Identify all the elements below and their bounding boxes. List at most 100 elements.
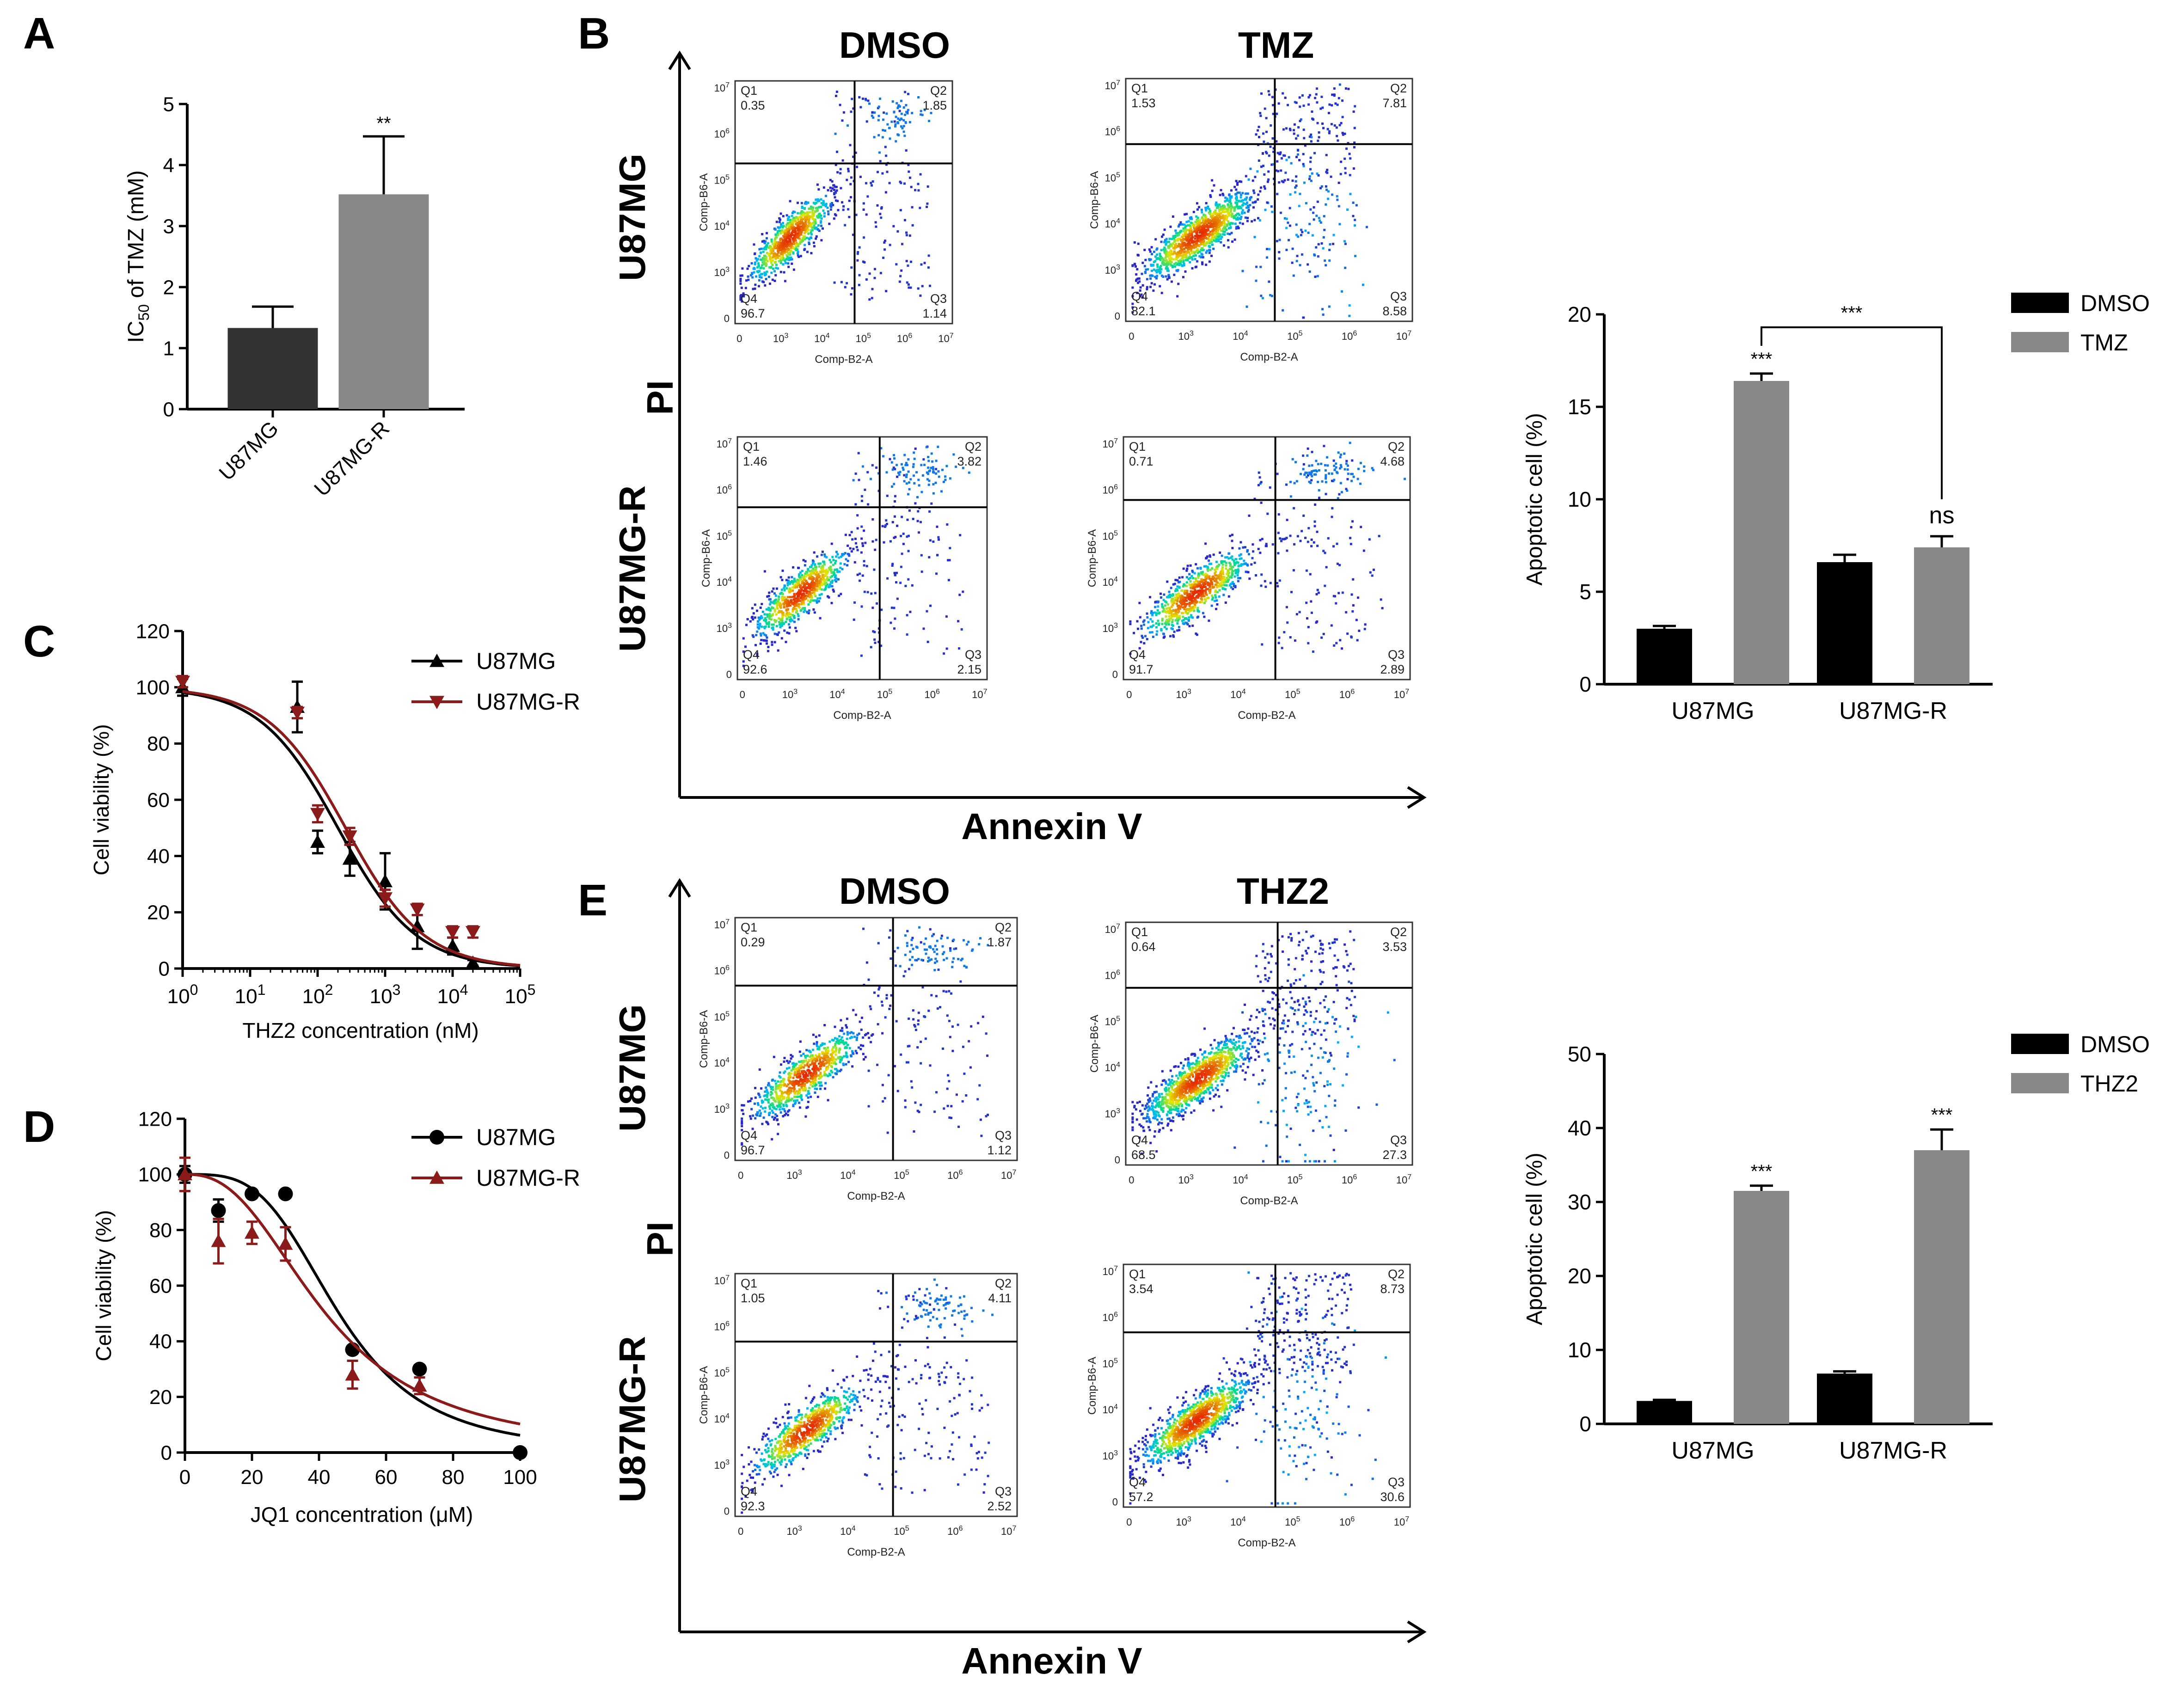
flow-event	[1172, 242, 1174, 245]
flow-event	[797, 212, 799, 215]
flow-event	[761, 616, 763, 619]
flow-event	[770, 249, 773, 251]
flow-event	[1225, 564, 1227, 567]
flow-event	[1225, 562, 1227, 564]
flow-event	[948, 559, 951, 562]
flow-event	[1183, 599, 1186, 601]
flow-event	[1181, 603, 1183, 606]
flow-event	[1212, 214, 1214, 217]
flow-event	[739, 298, 742, 301]
flow-event	[844, 533, 847, 536]
flow-event	[1185, 592, 1188, 594]
flow-event	[1176, 254, 1179, 257]
y-axis-title: Apoptotic cell (%)	[1522, 413, 1547, 585]
quadrant-value-q4: 96.7	[741, 307, 765, 320]
flow-event	[786, 611, 789, 614]
flow-event	[816, 584, 819, 587]
flow-event	[1219, 208, 1222, 211]
flow-event	[1185, 599, 1188, 602]
flow-event	[1299, 120, 1301, 123]
flow-event	[863, 261, 866, 264]
flow-x-tick-label: 107	[1396, 330, 1411, 342]
flow-event	[1324, 469, 1327, 472]
flow-event	[1266, 180, 1269, 183]
flow-event	[1174, 236, 1177, 239]
flow-event	[1264, 545, 1267, 547]
flow-event	[922, 458, 925, 461]
flow-event	[871, 114, 873, 117]
flow-event	[1336, 195, 1338, 197]
flow-event	[871, 297, 873, 300]
flow-event	[827, 189, 829, 191]
flow-event	[1181, 619, 1184, 622]
flow-event	[1204, 592, 1207, 595]
flow-event	[829, 208, 832, 211]
flow-event	[1217, 235, 1220, 238]
flow-event	[1305, 601, 1308, 604]
flow-event	[1287, 104, 1289, 106]
flow-event	[1341, 99, 1344, 102]
flow-event	[900, 535, 902, 537]
flow-event	[778, 598, 780, 601]
flow-event	[864, 541, 867, 544]
flow-event	[1349, 157, 1352, 160]
flow-event	[784, 239, 786, 242]
flow-event	[1309, 208, 1312, 211]
flow-event	[825, 195, 827, 197]
flow-event	[1155, 271, 1158, 274]
flow-event	[901, 515, 903, 518]
flow-event	[1173, 263, 1176, 265]
flow-event	[1201, 227, 1203, 229]
flow-event	[1188, 601, 1191, 604]
flow-event	[1189, 598, 1191, 601]
flow-event	[850, 176, 853, 179]
flow-event	[945, 465, 948, 467]
flow-event	[763, 260, 766, 263]
flow-event	[1156, 275, 1159, 277]
flow-event	[1215, 561, 1218, 563]
flow-event	[1222, 594, 1225, 596]
flow-event	[880, 207, 883, 210]
flow-event	[1209, 590, 1211, 593]
flow-event	[775, 613, 778, 616]
flow-event	[864, 489, 866, 491]
flow-event	[833, 189, 835, 191]
flow-event	[1221, 215, 1224, 218]
flow-event	[1181, 595, 1184, 598]
flow-event	[810, 572, 812, 574]
flow-event	[899, 180, 902, 183]
flow-event	[873, 111, 876, 114]
flow-event	[1216, 228, 1219, 231]
flow-event	[786, 584, 789, 587]
x-axis-title: THZ2 concentration (nM)	[242, 1018, 479, 1042]
flow-event	[817, 224, 820, 227]
flow-event	[781, 622, 784, 624]
flow-event	[883, 241, 886, 244]
flow-event	[798, 227, 801, 229]
flow-event	[1196, 244, 1199, 247]
flow-event	[1144, 271, 1147, 273]
flow-event	[836, 200, 839, 202]
quadrant-value-q4: 82.1	[1131, 304, 1156, 318]
flow-event	[791, 610, 794, 613]
flow-event	[811, 214, 814, 216]
flow-event	[1327, 190, 1330, 193]
flow-event	[1209, 212, 1211, 215]
flow-event	[829, 581, 832, 583]
flow-event	[1216, 591, 1219, 594]
flow-event	[778, 617, 780, 620]
flow-event	[813, 551, 816, 554]
flow-event	[799, 571, 802, 574]
flow-event	[739, 280, 742, 282]
flow-event	[1213, 579, 1216, 582]
flow-event	[1352, 167, 1355, 170]
flow-event	[810, 252, 813, 255]
flow-event	[801, 598, 804, 601]
flow-event	[1210, 581, 1213, 584]
flow-event	[747, 275, 749, 278]
flow-event	[903, 480, 906, 483]
flow-event	[822, 227, 824, 230]
flow-event	[817, 216, 820, 219]
flow-event	[1336, 563, 1339, 565]
flow-event	[816, 588, 818, 591]
